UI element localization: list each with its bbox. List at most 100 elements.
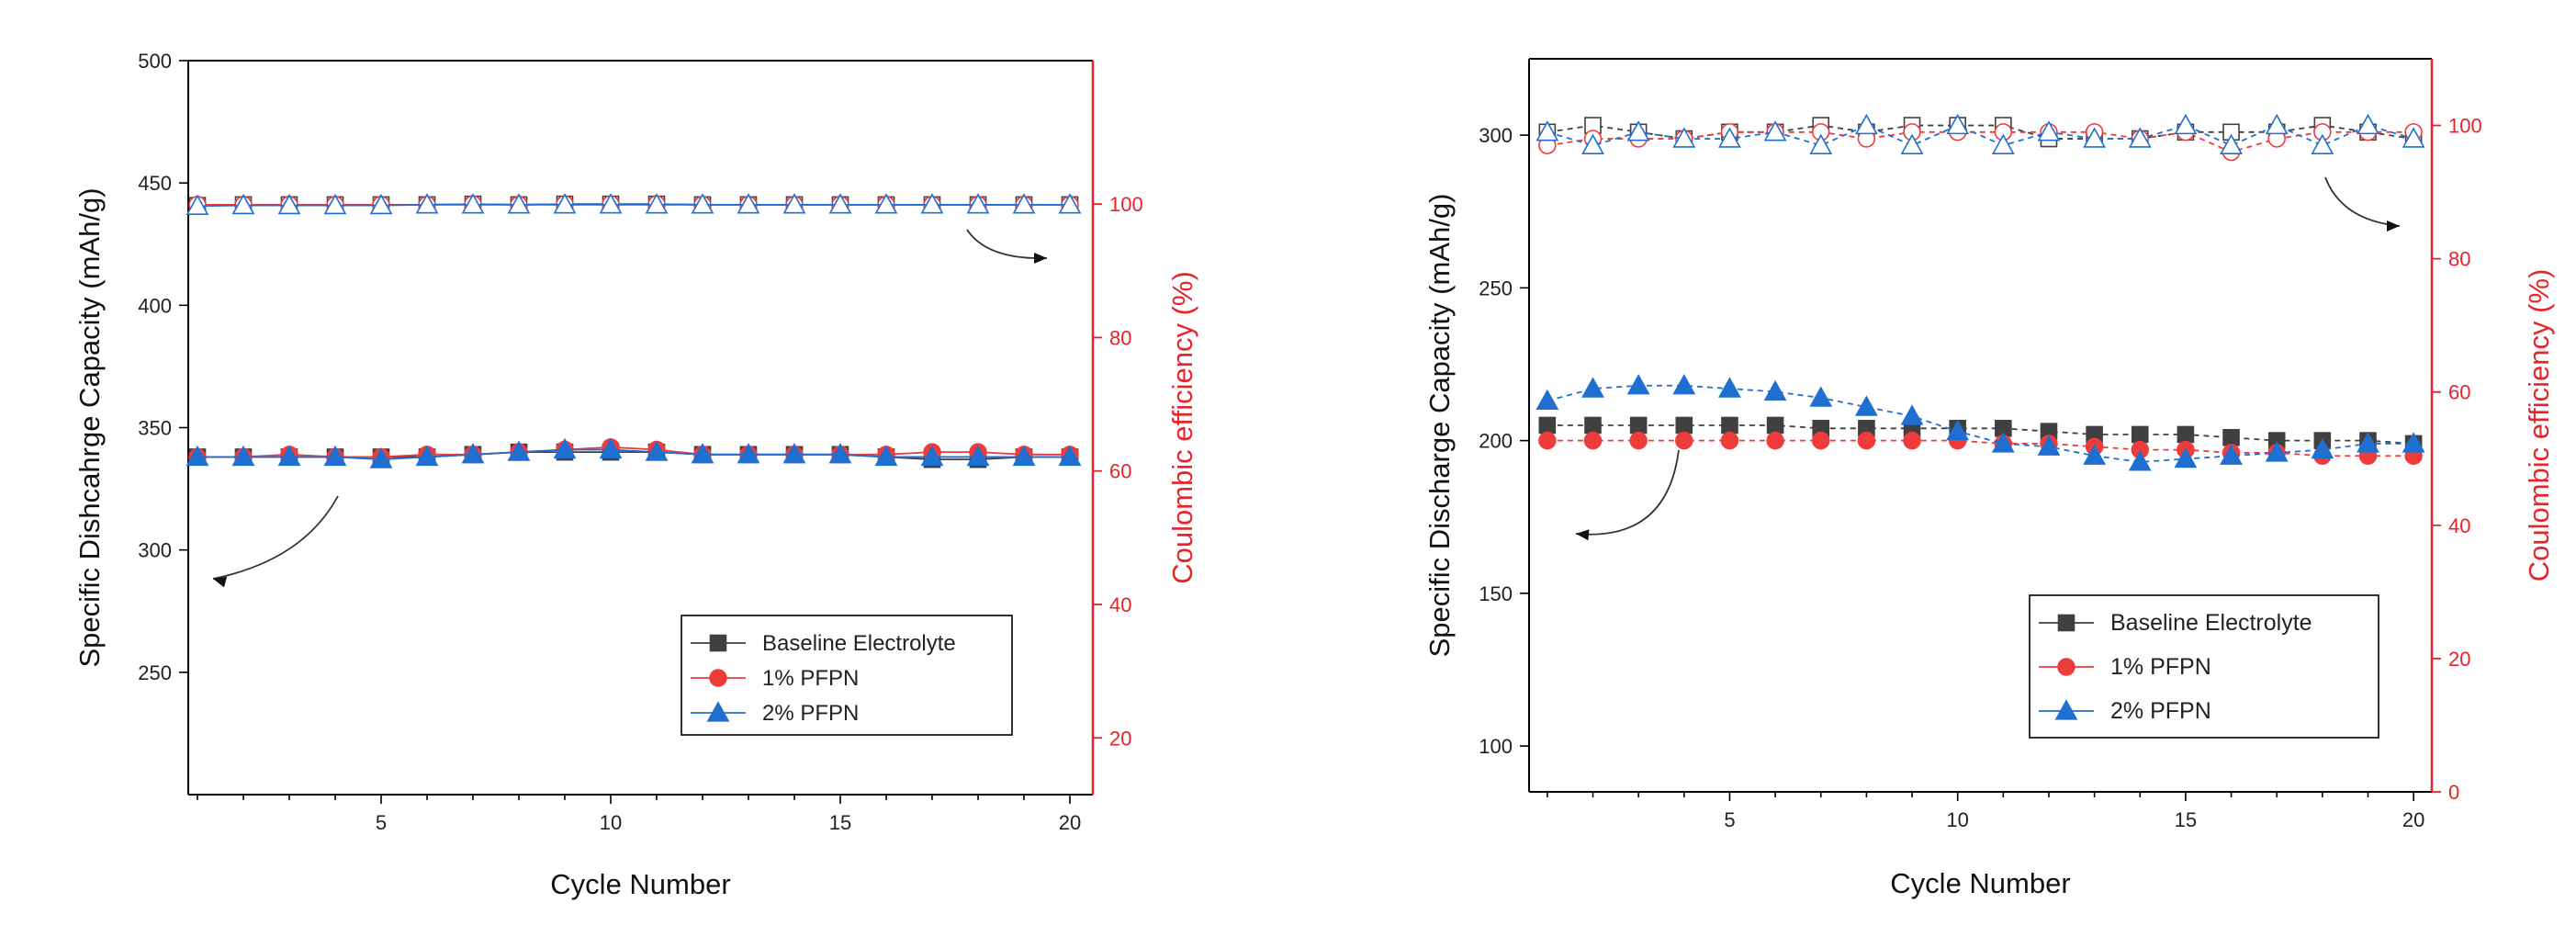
data-point-triangle: [2037, 120, 2061, 141]
legend-marker-circle: [709, 669, 727, 687]
data-point-triangle: [1535, 120, 1559, 141]
data-point-triangle: [920, 445, 944, 467]
data-point-triangle: [1854, 395, 1878, 416]
data-point-triangle: [186, 194, 209, 215]
arrow-head: [1034, 253, 1047, 264]
data-point-triangle: [645, 193, 669, 214]
y2-tick-label: 100: [2448, 115, 2482, 138]
y2-tick-label: 20: [2448, 648, 2470, 671]
data-point-circle: [1675, 431, 1693, 450]
data-point-triangle: [1012, 445, 1036, 467]
data-point-square: [2131, 425, 2149, 444]
y-tick-label: 300: [1479, 124, 1513, 147]
series-line-triangle: [197, 448, 1070, 461]
y-tick-label: 100: [1479, 735, 1513, 758]
y2-tick-label: 0: [2448, 781, 2459, 804]
data-point-triangle: [966, 193, 990, 214]
x-tick-label: 20: [1059, 811, 1081, 834]
data-point-triangle: [2311, 133, 2334, 154]
capacity-series: [1535, 374, 2425, 471]
data-point-triangle: [323, 193, 347, 215]
x-tick-label: 10: [1946, 808, 1968, 831]
data-point-triangle: [1946, 419, 1970, 441]
data-point-triangle: [2265, 113, 2289, 135]
y-tick-label: 300: [138, 539, 172, 562]
y-tick-label: 200: [1479, 430, 1513, 453]
data-point-circle: [1903, 431, 1921, 450]
data-point-triangle: [323, 445, 347, 467]
x-tick-label: 15: [829, 811, 851, 834]
data-point-triangle: [1763, 120, 1787, 141]
x-tick-label: 10: [600, 811, 622, 834]
data-point-triangle: [1058, 193, 1082, 214]
y2-tick-label: 60: [2448, 381, 2470, 404]
legend-marker-triangle: [706, 701, 730, 722]
legend-label: 2% PFPN: [2110, 698, 2211, 724]
y2-tick-label: 80: [2448, 248, 2470, 271]
data-point-triangle: [1900, 404, 1924, 425]
x-axis-label: Cycle Number: [1890, 867, 2070, 899]
data-point-triangle: [828, 443, 852, 464]
y-tick-label: 250: [138, 661, 172, 684]
data-point-square: [1629, 416, 1648, 435]
legend-marker-square: [709, 634, 727, 652]
data-point-triangle: [874, 445, 898, 467]
data-point-square: [1584, 416, 1602, 435]
data-point-triangle: [1012, 193, 1036, 214]
data-point-square: [2177, 425, 2195, 444]
legend-box: [681, 615, 1013, 736]
arrow-curve: [1575, 449, 1680, 536]
arrow-curve: [212, 495, 339, 580]
data-point-circle: [1857, 431, 1876, 450]
data-point-circle: [1812, 431, 1830, 450]
data-point-triangle: [461, 193, 485, 214]
data-point-triangle: [2311, 437, 2334, 459]
data-point-triangle: [415, 445, 439, 467]
data-point-triangle: [1581, 133, 1604, 154]
data-point-triangle: [277, 193, 301, 215]
data-point-triangle: [1991, 133, 2015, 154]
data-point-triangle: [2220, 133, 2243, 154]
y2-tick-label: 80: [1109, 326, 1131, 349]
data-point-circle: [1720, 431, 1739, 450]
y2-axis-label: Coulombic efficiency (%): [1166, 271, 1198, 584]
data-point-triangle: [691, 193, 714, 214]
data-point-triangle: [2083, 127, 2107, 148]
data-point-triangle: [920, 193, 944, 214]
data-point-circle: [1538, 431, 1557, 450]
y2-tick-label: 60: [1109, 460, 1131, 483]
y2-tick-label: 40: [1109, 593, 1131, 616]
data-point-square: [1538, 416, 1557, 435]
efficiency-series: [186, 193, 1082, 215]
data-point-triangle: [461, 443, 485, 464]
data-point-triangle: [1946, 113, 1970, 135]
data-point-triangle: [1854, 113, 1878, 135]
data-point-square: [1721, 416, 1738, 435]
legend-label: 2% PFPN: [762, 701, 859, 726]
y-tick-label: 250: [1479, 277, 1513, 299]
data-point-square: [1766, 416, 1784, 435]
data-point-triangle: [782, 443, 806, 464]
data-point-triangle: [1626, 120, 1650, 141]
data-point-triangle: [1626, 374, 1650, 395]
y-tick-label: 350: [138, 417, 172, 440]
data-point-triangle: [599, 193, 623, 214]
legend-marker-circle: [2057, 658, 2075, 676]
data-point-triangle: [737, 443, 760, 464]
x-tick-label: 20: [2402, 808, 2424, 831]
x-tick-label: 5: [376, 811, 387, 834]
data-point-triangle: [553, 437, 577, 459]
data-point-triangle: [2265, 441, 2289, 462]
y2-tick-label: 20: [1109, 727, 1131, 750]
y-tick-label: 150: [1479, 582, 1513, 605]
chart-2: 5 10 15 20 100 150 200 250 300 0 20 40 60 80 100 Specif…: [1423, 58, 2555, 899]
data-point-triangle: [1058, 445, 1082, 467]
x-tick-label: 5: [1724, 808, 1735, 831]
data-point-triangle: [1900, 133, 1924, 154]
legend: Baseline Electrolyte 1% PFPN 2% PFPN: [2029, 594, 2379, 739]
data-point-triangle: [1809, 386, 1833, 407]
data-point-triangle: [1763, 379, 1787, 401]
data-point-triangle: [1581, 377, 1604, 398]
